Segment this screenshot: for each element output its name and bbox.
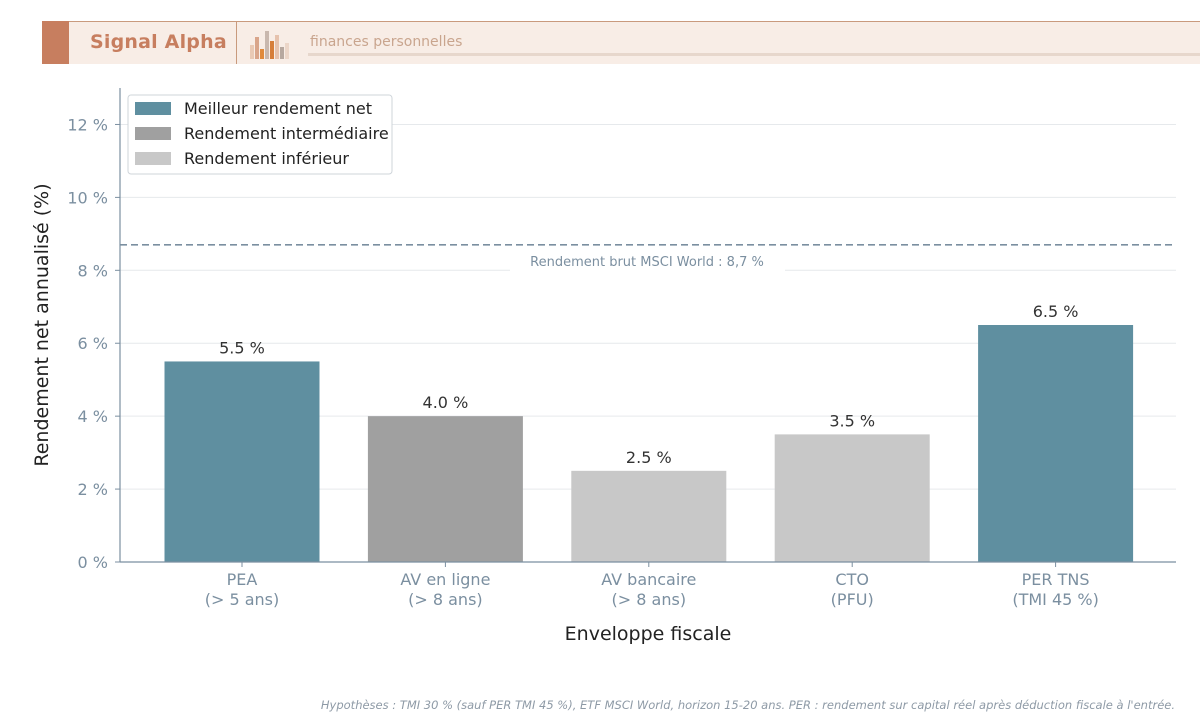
tagline-underline (308, 53, 1200, 56)
legend-entry-label: Meilleur rendement net (184, 99, 372, 118)
axes (119, 88, 1176, 563)
legend-box (127, 94, 393, 175)
x-tick-label: CTO (835, 570, 869, 589)
y-tick-label: 6 % (78, 334, 108, 353)
brand-title: Signal Alpha (90, 31, 227, 53)
reference-line-group: Rendement brut MSCI World : 8,7 % (120, 243, 1176, 272)
x-tick-label: (> 8 ans) (612, 590, 687, 609)
bar (571, 470, 727, 562)
header-separator (236, 21, 237, 64)
labels: 0 % 2 % 4 % 6 % 8 % 10 % 12 % 5.5 % PEA(> 5 ans)… (67, 115, 1099, 609)
header-top-rule (69, 21, 1200, 22)
y-tick-label: 0 % (78, 553, 108, 572)
y-tick-label: 10 % (67, 188, 108, 207)
y-tick-label: 8 % (78, 261, 108, 280)
bar-value-label: 3.5 % (829, 411, 875, 430)
x-tick-label: PEA (227, 570, 258, 589)
x-tick-label: PER TNS (1022, 570, 1090, 589)
x-tick-label: (PFU) (831, 590, 874, 609)
bar (774, 434, 930, 562)
x-tick-label: (TMI 45 %) (1012, 590, 1099, 609)
legend-entry-label: Rendement inférieur (184, 149, 349, 168)
bar-value-label: 5.5 % (219, 338, 265, 357)
legend-swatch (135, 152, 171, 165)
y-tick-label: 4 % (78, 407, 108, 426)
bar (367, 416, 523, 562)
x-tick-label: AV en ligne (400, 570, 490, 589)
footnote: Hypothèses : TMI 30 % (sauf PER TMI 45 %… (320, 698, 1175, 712)
y-tick-label: 2 % (78, 480, 108, 499)
bar-chart-logo-icon (250, 31, 289, 59)
bar-chart: Rendement brut MSCI World : 8,7 % 0 % 2 %… (31, 88, 1176, 645)
x-tick-label: (> 8 ans) (408, 590, 483, 609)
bar-value-label: 2.5 % (626, 448, 672, 467)
y-tick-label: 12 % (67, 115, 108, 134)
x-tick-label: AV bancaire (601, 570, 696, 589)
bar (164, 361, 320, 562)
x-tick-label: (> 5 ans) (205, 590, 280, 609)
y-axis-title: Rendement net annualisé (%) (31, 183, 53, 466)
legend: Meilleur rendement net Rendement interméd… (127, 94, 393, 175)
legend-swatch (135, 127, 171, 140)
header-accent-block (42, 21, 69, 64)
header-tagline: finances personnelles (310, 34, 463, 50)
legend-swatch (135, 102, 171, 115)
bar-value-label: 6.5 % (1033, 302, 1079, 321)
x-axis-title: Enveloppe fiscale (565, 623, 732, 645)
bars (164, 325, 1134, 562)
legend-entry-label: Rendement intermédiaire (184, 124, 389, 143)
reference-label-bg (510, 249, 785, 272)
bar-value-label: 4.0 % (423, 393, 469, 412)
bar (978, 325, 1134, 562)
header-banner: Signal Alpha finances personnelles (42, 21, 1200, 64)
reference-line-label: Rendement brut MSCI World : 8,7 % (530, 255, 764, 270)
